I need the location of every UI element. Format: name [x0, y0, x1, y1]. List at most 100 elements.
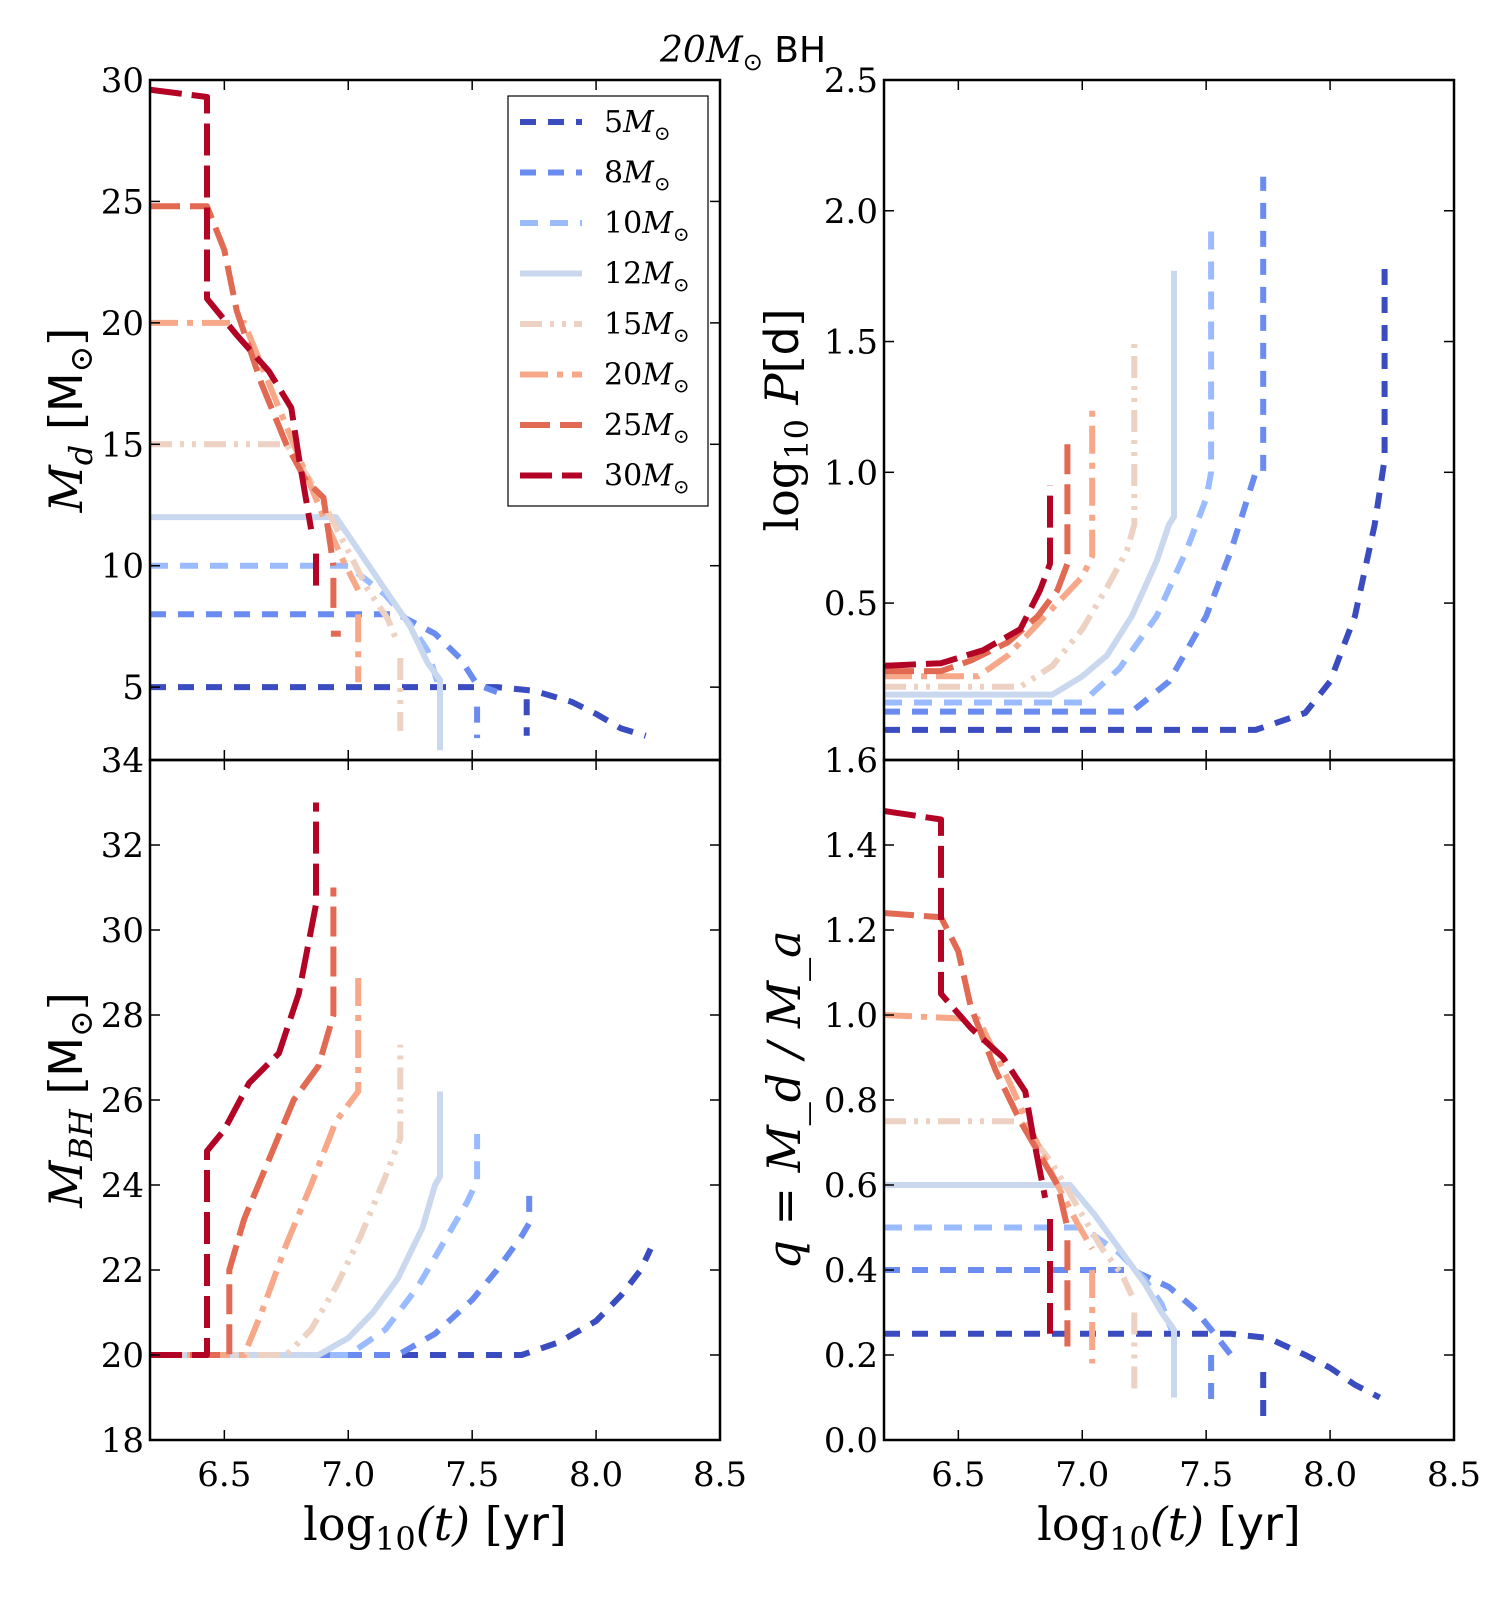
- ytick-label-logP-1.0: 1.0: [824, 453, 878, 493]
- series-q-5-seg0: [884, 1330, 1382, 1401]
- ytick-label-MBH-32: 32: [101, 826, 144, 866]
- ytick-label-q-0.4: 0.4: [824, 1251, 878, 1291]
- ylabel-log-period-var: P: [755, 372, 809, 405]
- ytick-label-logP-1.6: 1.6: [824, 741, 878, 781]
- ytick-label-logP-2.5: 2.5: [824, 61, 878, 101]
- axes-log-period: 1.6 0.5 1.0 1.5 2.0 2.5: [824, 61, 1454, 781]
- series-logP-8-seg1: [884, 176, 1267, 715]
- series-MBH-25-seg6: [150, 887, 337, 1358]
- ytick-label-MBH-28: 28: [101, 996, 144, 1036]
- series-logP-12-seg3: [884, 270, 1177, 698]
- ytick-label-Md-10: 10: [101, 547, 144, 587]
- xtick-label-q-8.5: 8.5: [1427, 1455, 1481, 1495]
- series-MBH-30-seg7: [150, 802, 319, 1358]
- frame-mass-ratio: [882, 758, 1456, 1442]
- series-Md-10-seg4: [150, 562, 441, 684]
- panel-bh-mass: 6.5 7.0 7.5 8.0 8.5 18 20 22 24 26 28 30 32 34: [101, 741, 747, 1495]
- series-q-20-seg8: [884, 1012, 1095, 1251]
- series-Md-5-seg0: [150, 684, 647, 739]
- ytick-label-q-0.2: 0.2: [824, 1336, 878, 1376]
- ytick-label-Md-30: 30: [101, 61, 144, 101]
- legend-label-8: 8M⊙: [604, 156, 671, 196]
- legend-label-30: 30M⊙: [604, 459, 690, 499]
- xlabel-right-sub: 10: [1109, 1520, 1150, 1558]
- ylabel-log-period-unit: d: [755, 326, 809, 355]
- legend-label-25: 25M⊙: [604, 408, 690, 448]
- series-Md-30-seg13: [150, 86, 315, 530]
- xlabel-right-prefix: log: [1037, 1497, 1109, 1551]
- series-Md-12-seg5: [150, 514, 443, 751]
- ytick-label-Md-25: 25: [101, 182, 144, 222]
- xtick-label-q-6.5: 6.5: [931, 1455, 985, 1495]
- ytick-label-logP-0.5: 0.5: [824, 584, 878, 624]
- xlabel-mass-ratio: log10(t) [yr]: [1037, 1497, 1301, 1558]
- figure-title-sub: ⊙: [743, 48, 763, 76]
- xtick-label-q-8.0: 8.0: [1303, 1455, 1357, 1495]
- ytick-label-q-1.2: 1.2: [824, 911, 878, 951]
- series-MBH-15-seg4: [150, 1044, 404, 1358]
- series-logP-20-seg5: [884, 406, 1096, 680]
- series-Md-25-seg10: [150, 203, 337, 567]
- ytick-label-MBH-20: 20: [101, 1336, 144, 1376]
- ytick-label-q-1.4: 1.4: [824, 826, 878, 866]
- legend-label-12: 12M⊙: [604, 257, 690, 297]
- legend-label-15: 15M⊙: [604, 307, 690, 347]
- series-q-12-seg5: [884, 1182, 1177, 1398]
- series-Md-8-seg2: [150, 611, 499, 695]
- series-layer-bh-mass: [150, 802, 654, 1358]
- xlabel-left-prefix: log: [303, 1497, 375, 1551]
- legend-label-5: 5M⊙: [604, 105, 671, 145]
- ytick-label-Md-5: 5: [122, 668, 144, 708]
- xlabel-bh-mass: log10(t) [yr]: [303, 1497, 567, 1558]
- ylabel-donor-mass-var: M: [39, 463, 93, 513]
- xtick-label-MBH-6.5: 6.5: [197, 1455, 251, 1495]
- series-layer-donor-mass: [150, 86, 647, 751]
- xtick-label-q-7.5: 7.5: [1179, 1455, 1233, 1495]
- ytick-label-logP-1.5: 1.5: [824, 323, 878, 363]
- ylabel-bh-mass: MBH [M⊙]: [39, 992, 100, 1209]
- series-logP-5-seg0: [884, 263, 1388, 733]
- frame-bh-mass: [148, 758, 722, 1442]
- ylabel-log-period-sub: 10: [778, 419, 816, 460]
- ytick-label-q-1.0: 1.0: [824, 996, 878, 1036]
- figure-title-value: 20: [659, 30, 706, 71]
- ytick-label-MBH-22: 22: [101, 1251, 144, 1291]
- ylabel-log-period-prefix: log: [755, 460, 809, 532]
- xtick-label-q-7.0: 7.0: [1055, 1455, 1109, 1495]
- series-MBH-8-seg1: [150, 1185, 533, 1358]
- xtick-label-MBH-7.0: 7.0: [321, 1455, 375, 1495]
- panel-mass-ratio: 6.5 7.0 7.5 8.0 8.5 0.0 0.2 0.4 0.6 0.8 1.0 1.2 1.4: [824, 758, 1481, 1495]
- xlabel-right-unit: yr: [1237, 1497, 1283, 1551]
- series-q-8-seg2: [884, 1267, 1234, 1357]
- xtick-label-MBH-8.0: 8.0: [569, 1455, 623, 1495]
- ytick-label-q-0.6: 0.6: [824, 1166, 878, 1206]
- series-q-25-seg10: [884, 910, 1071, 1229]
- ylabel-mass-ratio: q = M_d / M_a: [757, 930, 811, 1269]
- figure-title: 20M⊙ BH: [659, 30, 826, 76]
- ytick-label-MBH-24: 24: [101, 1166, 144, 1206]
- figure-title-var: M: [705, 30, 744, 71]
- ylabel-donor-mass-sub: d: [62, 445, 100, 465]
- legend: 5M⊙ 8M⊙ 10M⊙ 12M⊙ 15M⊙ 20M⊙ 25M⊙ 30M⊙: [507, 95, 709, 507]
- ytick-label-MBH-26: 26: [101, 1081, 144, 1121]
- figure-title-suffix: BH: [763, 30, 826, 71]
- series-MBH-20-seg5: [150, 972, 362, 1358]
- ylabel-bh-mass-unit-sub: ⊙: [62, 1010, 100, 1037]
- ytick-label-q-0.8: 0.8: [824, 1081, 878, 1121]
- ylabel-donor-mass: Md [M⊙]: [39, 328, 100, 514]
- ytick-label-Md-15: 15: [101, 425, 144, 465]
- series-logP-10-seg2: [884, 229, 1215, 706]
- series-q-10-seg4: [884, 1224, 1175, 1331]
- legend-label-20: 20M⊙: [604, 358, 690, 398]
- panel-donor-mass: 5 10 15 20 25 30: [101, 61, 722, 762]
- axes-mass-ratio: 6.5 7.0 7.5 8.0 8.5 0.0 0.2 0.4 0.6 0.8 1.0 1.2 1.4: [824, 760, 1481, 1495]
- xlabel-left-unit: yr: [503, 1497, 549, 1551]
- axes-donor-mass: 5 10 15 20 25 30: [101, 61, 720, 760]
- xlabel-left-arg: (t): [416, 1497, 470, 1551]
- ytick-label-q-0.0: 0.0: [824, 1421, 878, 1461]
- ytick-label-MBH-30: 30: [101, 911, 144, 951]
- ytick-label-logP-2.0: 2.0: [824, 192, 878, 232]
- legend-box: [507, 95, 709, 507]
- ytick-label-MBH-34: 34: [101, 741, 144, 781]
